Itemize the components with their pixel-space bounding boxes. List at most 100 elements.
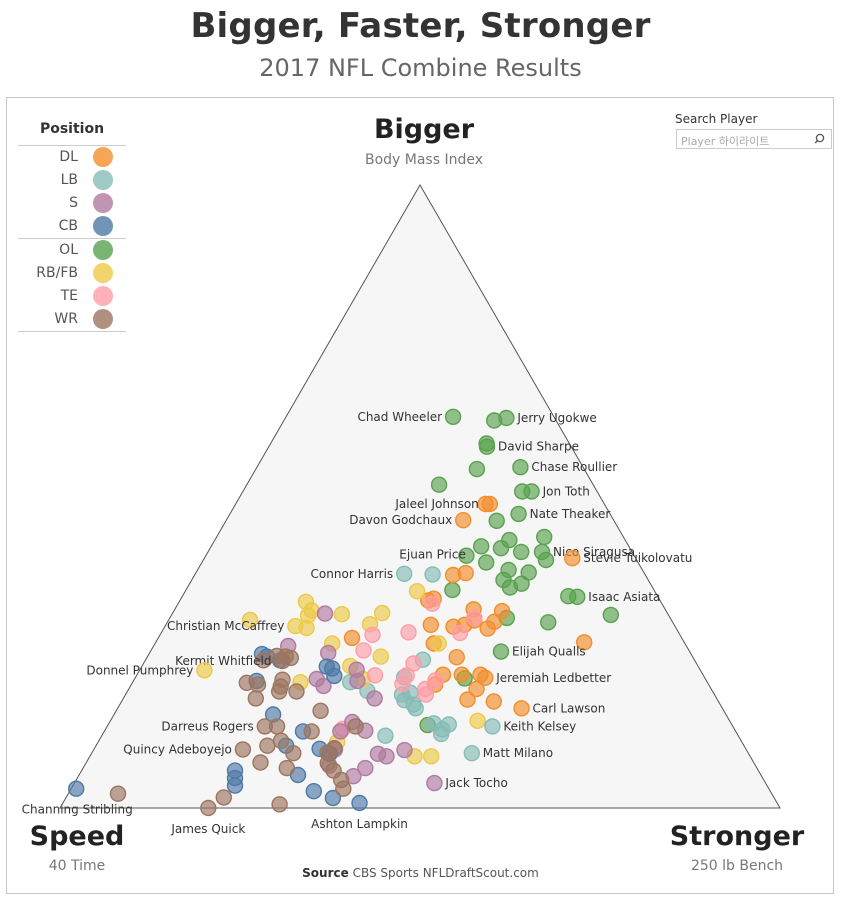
- data-point-ol[interactable]: [488, 512, 505, 529]
- data-point-wr[interactable]: [285, 745, 302, 762]
- data-point-dl[interactable]: [453, 666, 470, 683]
- labeled-point-channing-stribling[interactable]: [67, 780, 85, 797]
- data-point-s[interactable]: [315, 677, 332, 695]
- legend-item-rbfb[interactable]: RB/FB: [18, 262, 126, 285]
- legend-item-cb[interactable]: CB: [18, 215, 126, 238]
- data-point-s[interactable]: [396, 741, 413, 759]
- labeled-point-quincy-adeboyejo[interactable]: [234, 741, 252, 758]
- data-point-wr[interactable]: [272, 732, 290, 749]
- search-box[interactable]: [676, 129, 832, 151]
- labeled-point-jack-tocho[interactable]: [426, 774, 443, 792]
- data-point-rbfb[interactable]: [430, 635, 447, 652]
- data-point-wr[interactable]: [259, 737, 276, 754]
- data-point-te[interactable]: [400, 624, 417, 641]
- data-point-ol[interactable]: [492, 540, 510, 557]
- data-point-cb[interactable]: [326, 667, 343, 685]
- labeled-point-carl-lawson[interactable]: [513, 700, 530, 717]
- data-point-rbfb[interactable]: [333, 606, 351, 623]
- data-point-te[interactable]: [466, 609, 483, 627]
- data-point-lb[interactable]: [407, 700, 424, 717]
- data-point-wr[interactable]: [215, 789, 233, 806]
- data-point-wr[interactable]: [252, 754, 269, 771]
- data-point-lb[interactable]: [433, 725, 450, 743]
- data-point-wr[interactable]: [247, 690, 265, 707]
- labeled-point-donnel-pumphrey[interactable]: [196, 662, 213, 679]
- data-point-dl[interactable]: [576, 634, 593, 651]
- data-point-s[interactable]: [357, 759, 374, 777]
- data-point-te[interactable]: [364, 626, 381, 643]
- search-input[interactable]: [677, 132, 811, 151]
- legend-item-s[interactable]: S: [18, 192, 126, 215]
- labeled-point-keith-kelsey[interactable]: [484, 718, 501, 735]
- data-point-wr[interactable]: [347, 718, 364, 735]
- data-point-dl[interactable]: [479, 620, 496, 637]
- data-point-s[interactable]: [366, 690, 383, 707]
- data-point-cb[interactable]: [305, 783, 322, 800]
- labeled-point-isaac-asiata[interactable]: [569, 588, 586, 605]
- data-point-wr[interactable]: [335, 780, 352, 797]
- data-point-wr[interactable]: [271, 683, 288, 700]
- labeled-point-james-quick[interactable]: [200, 799, 217, 817]
- data-point-s[interactable]: [349, 672, 366, 690]
- labeled-point-kermit-whitfield[interactable]: [274, 652, 291, 670]
- labeled-point-connor-harris[interactable]: [396, 565, 413, 582]
- data-point-ol[interactable]: [473, 538, 490, 555]
- legend-item-te[interactable]: TE: [18, 285, 126, 308]
- data-point-ol[interactable]: [536, 528, 553, 546]
- data-point-wr[interactable]: [278, 759, 295, 777]
- data-point-ol[interactable]: [513, 543, 530, 561]
- labeled-point-elijah-qualls[interactable]: [492, 643, 510, 660]
- data-point-wr[interactable]: [303, 723, 320, 740]
- labeled-point-nate-theaker[interactable]: [510, 505, 527, 523]
- data-point-rbfb[interactable]: [469, 712, 486, 729]
- data-point-lb[interactable]: [377, 727, 394, 744]
- data-point-dl[interactable]: [343, 629, 361, 647]
- data-point-cb[interactable]: [324, 789, 342, 807]
- data-point-te[interactable]: [366, 667, 384, 684]
- data-point-ol[interactable]: [540, 614, 557, 631]
- labeled-point-jaleel-johnson[interactable]: [481, 495, 498, 513]
- labeled-point-nico-siragusa[interactable]: [533, 543, 551, 561]
- data-point-te[interactable]: [451, 624, 469, 642]
- labeled-point-chase-roullier[interactable]: [512, 459, 529, 476]
- data-point-te[interactable]: [424, 595, 441, 612]
- search-icon[interactable]: [814, 132, 828, 146]
- data-point-ol[interactable]: [468, 460, 486, 478]
- data-point-s[interactable]: [320, 644, 337, 662]
- data-point-s[interactable]: [378, 748, 395, 765]
- data-point-dl[interactable]: [459, 691, 476, 708]
- data-point-ol[interactable]: [602, 606, 619, 624]
- data-point-dl[interactable]: [457, 564, 474, 582]
- data-point-wr[interactable]: [288, 683, 305, 700]
- labeled-point-ejuan-price[interactable]: [424, 566, 441, 583]
- data-point-rbfb[interactable]: [408, 583, 426, 600]
- data-point-wr[interactable]: [249, 676, 267, 693]
- labeled-point-matt-milano[interactable]: [463, 745, 480, 762]
- data-point-ol[interactable]: [444, 581, 461, 599]
- labeled-point-jon-toth[interactable]: [523, 483, 540, 500]
- data-point-ol[interactable]: [430, 476, 448, 493]
- data-point-wr[interactable]: [271, 796, 288, 813]
- data-point-dl[interactable]: [485, 693, 502, 710]
- data-point-wr[interactable]: [312, 702, 329, 719]
- labeled-point-ashton-lampkin[interactable]: [351, 794, 368, 812]
- data-point-s[interactable]: [332, 723, 349, 740]
- labeled-point-jeremiah-ledbetter[interactable]: [477, 669, 494, 686]
- data-point-rbfb[interactable]: [372, 648, 389, 665]
- data-point-ol[interactable]: [458, 547, 475, 564]
- data-point-ol[interactable]: [478, 554, 495, 571]
- data-point-te[interactable]: [394, 675, 411, 693]
- legend-item-wr[interactable]: WR: [18, 308, 126, 331]
- labeled-point-jerry-ugokwe[interactable]: [498, 409, 515, 427]
- data-point-ol[interactable]: [501, 579, 519, 596]
- labeled-point-davon-godchaux[interactable]: [455, 512, 472, 529]
- data-point-dl[interactable]: [468, 680, 485, 698]
- data-point-dl[interactable]: [448, 649, 465, 666]
- labeled-point-chad-wheeler[interactable]: [444, 408, 462, 425]
- labeled-point-stevie-tuikolovatu[interactable]: [564, 550, 581, 567]
- data-point-rbfb[interactable]: [241, 611, 259, 629]
- data-point-wr[interactable]: [255, 652, 272, 669]
- labeled-point-david-sharpe[interactable]: [478, 438, 496, 455]
- legend-item-dl[interactable]: DL: [18, 146, 126, 169]
- legend-item-lb[interactable]: LB: [18, 169, 126, 192]
